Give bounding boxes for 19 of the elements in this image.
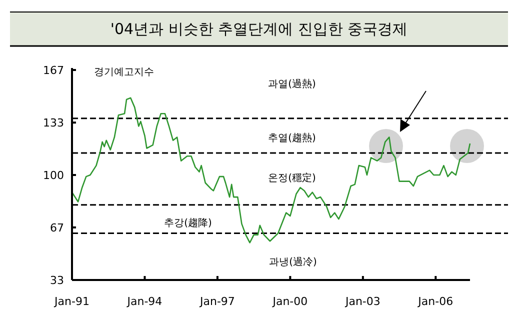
x-tick-label: Jan-06: [417, 295, 454, 308]
x-tick-label: Jan-91: [54, 295, 90, 308]
annotation: 과열(過熱): [268, 78, 316, 90]
y-tick-label: 33: [50, 274, 64, 287]
chart-title: '04년과 비슷한 추열단계에 진입한 중국경제: [110, 20, 408, 38]
y-tick-label: 167: [43, 64, 64, 77]
x-tick-label: Jan-97: [198, 295, 235, 308]
title: '04년과 비슷한 추열단계에 진입한 중국경제: [10, 12, 508, 47]
x-tick-label: Jan-00: [272, 295, 308, 308]
annotation: 온정(穩定): [268, 172, 316, 184]
x-tick-label: Jan-94: [126, 295, 162, 308]
x-tick-label: Jan-03: [344, 295, 380, 308]
y-tick-label: 133: [43, 116, 64, 130]
annotation: 과냉(過冷): [269, 256, 317, 268]
annotation: 추열(趨熱): [268, 132, 316, 144]
annotation: 추강(趨降): [164, 217, 212, 229]
y-axis-title: 경기예고지수: [94, 67, 154, 78]
y-tick-label: 67: [50, 221, 64, 234]
y-tick-label: 100: [43, 169, 64, 182]
